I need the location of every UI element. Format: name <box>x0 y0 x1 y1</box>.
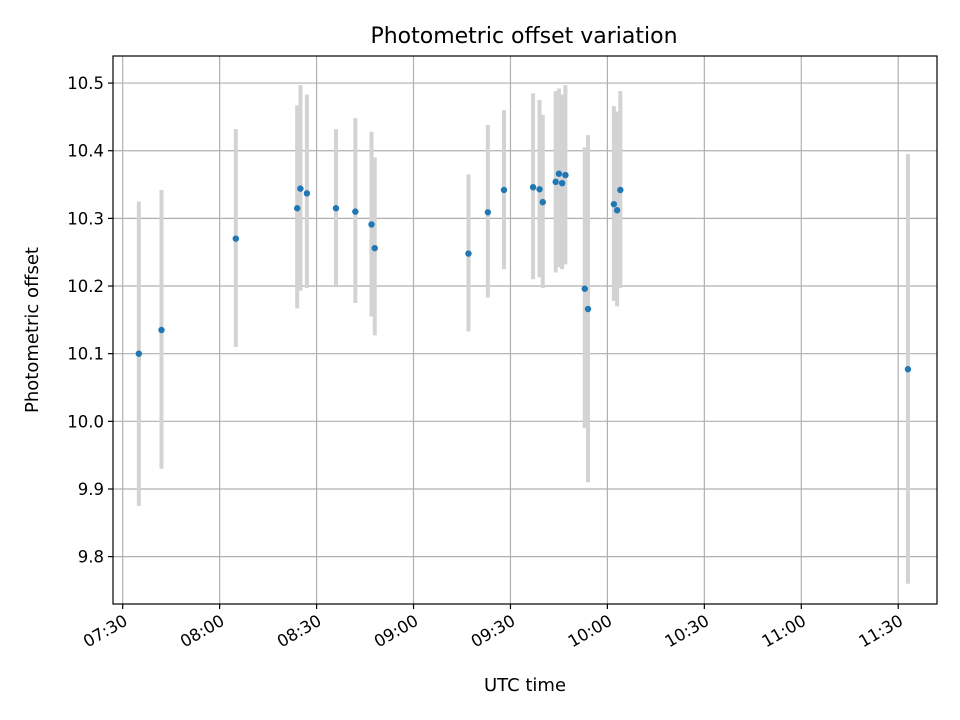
data-point <box>332 205 340 212</box>
data-point <box>529 184 537 191</box>
y-tick-label: 10.3 <box>67 209 104 228</box>
x-axis-label: UTC time <box>484 675 566 696</box>
y-tick-label: 10.2 <box>67 277 104 296</box>
data-point <box>581 285 588 292</box>
data-point <box>368 221 375 228</box>
y-axis-label: Photometric offset <box>22 247 43 413</box>
data-point <box>465 250 472 257</box>
y-tick-label: 9.8 <box>78 548 104 567</box>
error-bars <box>136 85 910 584</box>
y-tick-label: 10.1 <box>67 345 104 364</box>
data-point <box>293 205 301 212</box>
grid-lines <box>113 56 937 604</box>
y-tick-label: 10.5 <box>67 74 104 93</box>
data-point <box>613 207 621 214</box>
data-point <box>371 244 378 252</box>
data-point <box>584 305 592 313</box>
data-point <box>617 186 624 194</box>
x-tick-label: 10:00 <box>565 611 616 651</box>
data-point <box>558 179 566 187</box>
x-tick-label: 11:00 <box>759 611 810 651</box>
data-point <box>297 185 304 192</box>
data-points <box>135 170 912 373</box>
x-tick-label: 08:30 <box>274 611 325 651</box>
chart-title: Photometric offset variation <box>370 24 677 49</box>
x-tick-label: 10:30 <box>662 611 713 651</box>
data-point <box>552 178 559 186</box>
x-tick-label: 07:30 <box>80 611 131 651</box>
data-point <box>610 200 618 208</box>
data-point <box>484 209 492 216</box>
y-tick-label: 10.4 <box>67 142 104 161</box>
y-tick-label: 9.9 <box>78 480 104 499</box>
data-point <box>352 208 359 215</box>
x-axis-ticks: 07:30 08:00 08:30 09:00 09:30 10:00 10:30 11:00… <box>80 604 906 651</box>
data-point <box>539 198 546 206</box>
y-tick-label: 10.0 <box>67 412 104 431</box>
y-axis-ticks: 9.8 9.9 10.0 10.1 10.2 10.3 10.4 10.5 <box>67 74 113 567</box>
x-tick-label: 11:30 <box>856 611 907 651</box>
x-tick-label: 09:00 <box>371 611 422 651</box>
data-point <box>500 186 508 194</box>
data-point <box>135 350 143 357</box>
data-point <box>303 190 311 197</box>
data-point <box>904 366 912 373</box>
data-point <box>536 186 543 193</box>
x-tick-label: 09:30 <box>468 611 519 651</box>
data-point <box>158 326 165 334</box>
data-point <box>555 170 563 177</box>
plot-frame <box>112 55 938 605</box>
x-tick-label: 08:00 <box>177 611 228 651</box>
data-point <box>232 235 239 242</box>
data-point <box>562 171 569 179</box>
